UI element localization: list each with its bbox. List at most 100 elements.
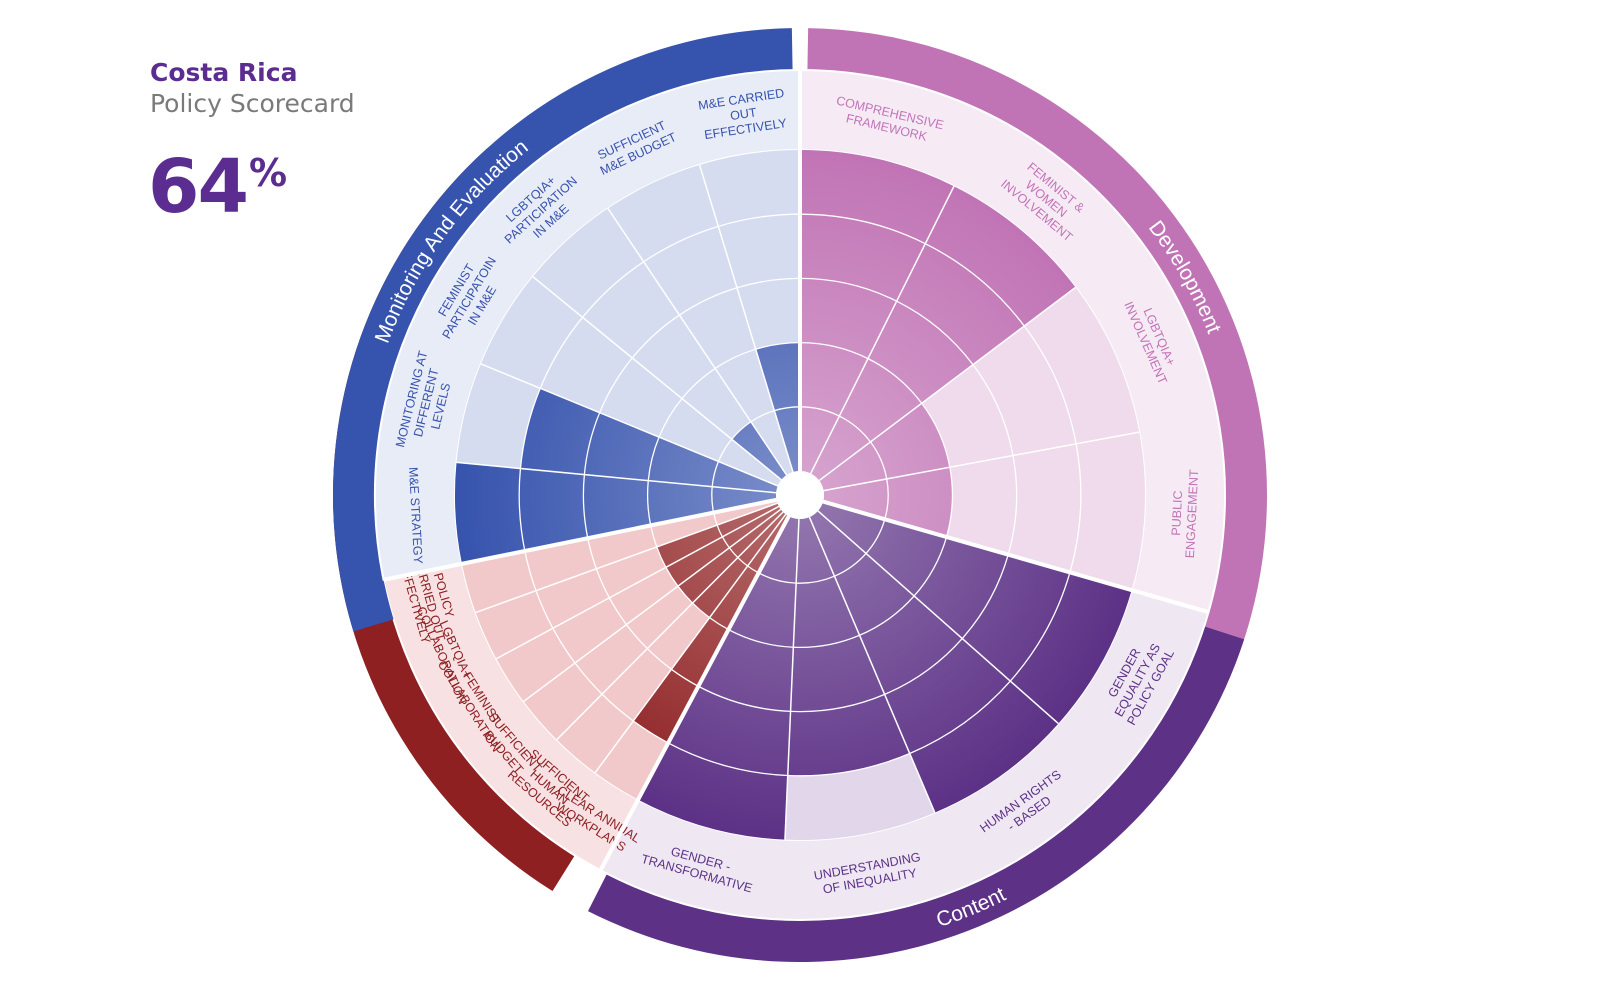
grid-ring	[667, 742, 788, 777]
grid-ring	[884, 478, 889, 520]
grid-ring	[945, 467, 954, 538]
item-bg-feminist-participatoin-in-mande	[480, 276, 782, 486]
overall-score-unit: %	[248, 151, 288, 195]
item-bg-lgbtqia-participation-in-mande	[532, 208, 787, 480]
score-bar-clear-annual-workplans	[633, 514, 789, 743]
grid-ring	[1023, 325, 1077, 444]
grid-ring	[658, 398, 683, 438]
grid-ring	[787, 752, 910, 777]
item-bg-sufficient-mande-budget	[607, 164, 794, 476]
grid-ring	[799, 213, 926, 245]
item-divider	[532, 276, 782, 481]
item-divider	[475, 502, 778, 614]
grid-ring	[518, 468, 526, 552]
overall-score-value: 64	[148, 144, 249, 230]
item-label-public-engagement: PUBLICENGAGEMENT	[1168, 468, 1201, 559]
grid-ring	[799, 406, 840, 417]
grid-ring	[790, 693, 885, 713]
scorecard-subtitle: Policy Scorecard	[150, 89, 355, 118]
group-development: DevelopmentCOMPREHENSIVEFRAMEWORKFEMINIS…	[798, 28, 1267, 729]
grid-ring	[582, 261, 645, 318]
grid-ring	[921, 402, 951, 468]
score-bar-lgbtqia-collaboration	[656, 503, 779, 568]
group-divider	[598, 515, 791, 872]
grid-ring	[896, 300, 974, 366]
item-divider	[495, 505, 780, 660]
score-bar-human-rights-based	[809, 510, 1059, 813]
item-divider	[808, 516, 936, 813]
score-bar-sufficient-budget	[677, 509, 784, 604]
grid-ring	[714, 348, 756, 369]
grid-ring	[972, 364, 1014, 456]
item-divider	[480, 363, 779, 487]
grid-ring	[728, 628, 794, 648]
score-bar-feminist-and-women-involvement	[810, 186, 1076, 481]
grid-ring	[582, 474, 589, 539]
grid-ring	[799, 277, 897, 302]
score-bar-comprehensive-framework	[800, 150, 954, 474]
score-bar-gender-transformative	[638, 516, 799, 840]
grid-ring	[647, 436, 660, 481]
item-divider	[607, 208, 788, 476]
grid-ring	[519, 388, 541, 469]
grid-ring	[599, 357, 633, 413]
grid-ring	[1069, 443, 1082, 573]
grid-ring	[583, 412, 601, 475]
item-divider	[818, 286, 1076, 482]
grid-ring	[884, 638, 963, 695]
grid-ring	[909, 680, 1011, 755]
group-divider	[383, 497, 777, 582]
grid-ring	[698, 685, 791, 713]
grid-ring	[718, 213, 801, 227]
band-content	[587, 626, 1245, 962]
grid-ring	[539, 316, 584, 389]
item-divider	[823, 431, 1140, 492]
item-divider	[594, 513, 787, 774]
grid-ring	[758, 572, 797, 584]
grid-ring	[681, 367, 716, 399]
grid-ring	[631, 314, 680, 359]
grid-ring	[799, 341, 869, 360]
item-bg-policy-carried-out-effectively	[461, 499, 778, 613]
group-divider	[822, 499, 1210, 615]
score-bar-feminist-collaboration	[665, 506, 781, 587]
item-divider	[698, 164, 794, 473]
score-bar-lgbtqia-involvement	[819, 403, 950, 491]
grid-ring	[796, 575, 835, 584]
scorecard-header: Costa Rica Policy Scorecard	[150, 58, 355, 118]
grid-ring	[643, 225, 719, 263]
item-divider	[817, 510, 1059, 725]
score-bar-gender-equality-as-policy-goal	[817, 501, 1132, 724]
grid-ring	[1009, 572, 1071, 682]
grid-ring	[839, 415, 871, 443]
band-monitoring-and-evaluation	[333, 28, 793, 632]
overall-score: 64%	[148, 150, 287, 224]
score-bar-lgbtqia-participation-in-mande	[731, 421, 787, 480]
grid-ring	[865, 519, 886, 554]
score-bar-sufficient-human-resources	[692, 512, 786, 618]
grid-ring	[834, 553, 867, 577]
item-divider	[556, 511, 784, 741]
grid-ring	[913, 536, 948, 597]
item-label-mande-strategy: M&E STRATEGY	[406, 467, 425, 565]
grid-ring	[859, 595, 915, 636]
item-divider	[523, 508, 782, 703]
item-label-gender-equality-as-policy-goal: GENDEREQUALITY ASPOLICY GOAL	[1098, 633, 1177, 728]
item-divider	[784, 518, 800, 840]
grid-ring	[1007, 455, 1018, 555]
grid-ring	[793, 634, 860, 649]
score-bar-mande-carried-out-effectively	[755, 342, 800, 473]
grid-ring	[869, 441, 888, 480]
country-name: Costa Rica	[150, 58, 298, 87]
grid-ring	[736, 277, 801, 289]
grid-ring	[867, 358, 923, 404]
center-hole	[776, 471, 824, 519]
grid-ring	[961, 554, 1009, 639]
item-divider	[810, 185, 955, 474]
grid-ring	[924, 243, 1025, 327]
score-bar-mande-strategy	[455, 462, 777, 564]
grid-ring	[679, 287, 738, 316]
